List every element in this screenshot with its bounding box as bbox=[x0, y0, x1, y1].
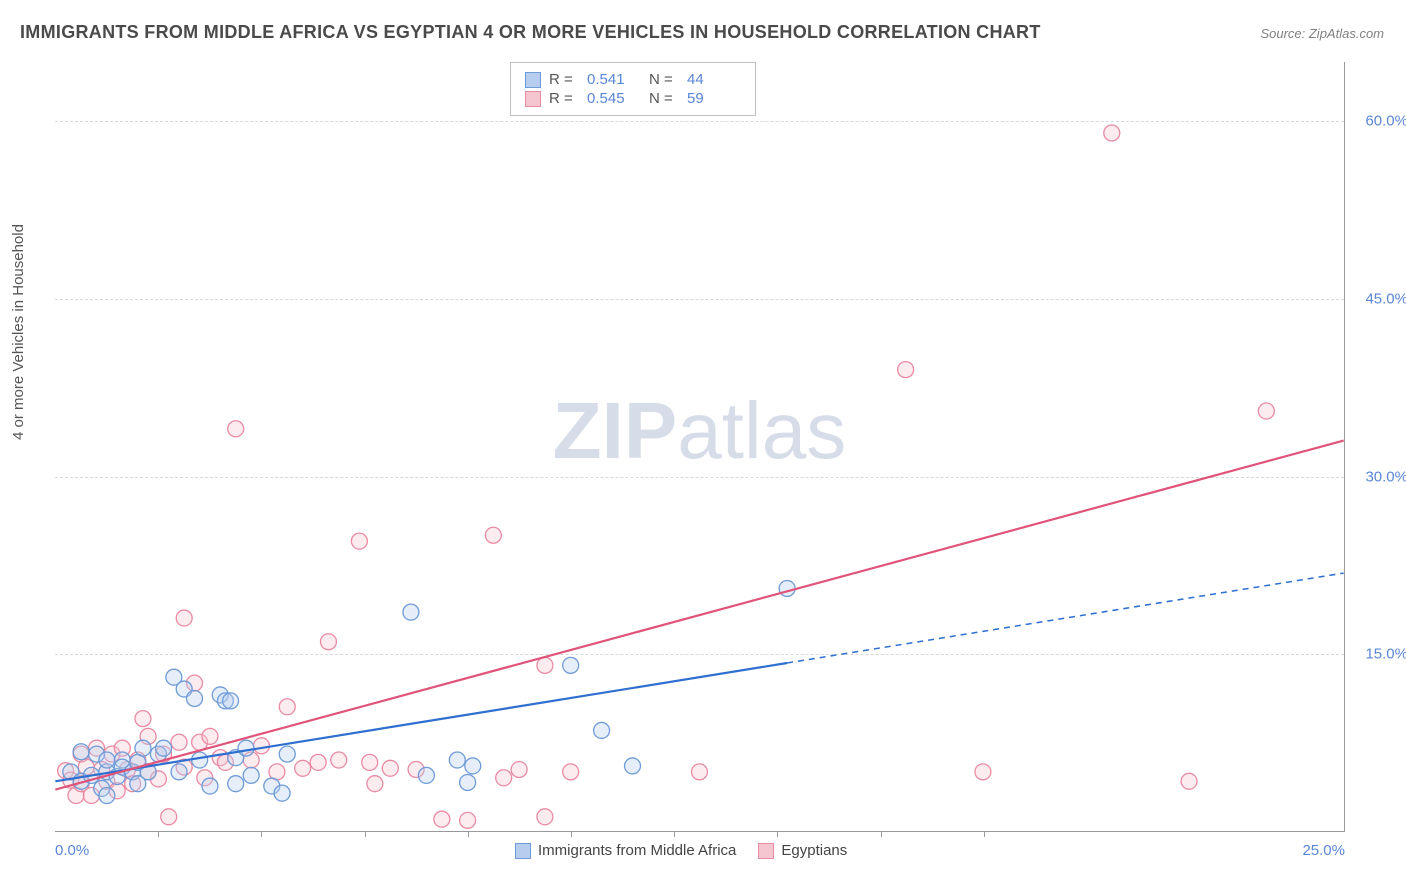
scatter-point bbox=[898, 362, 914, 378]
y-axis-title: 4 or more Vehicles in Household bbox=[10, 224, 27, 440]
scatter-point bbox=[418, 767, 434, 783]
legend-bottom: Immigrants from Middle Africa Egyptians bbox=[515, 842, 847, 859]
source-attribution: Source: ZipAtlas.com bbox=[1260, 26, 1384, 41]
scatter-point bbox=[537, 657, 553, 673]
x-minor-tick bbox=[881, 831, 882, 837]
x-minor-tick bbox=[261, 831, 262, 837]
legend-swatch-1 bbox=[525, 91, 541, 107]
legend-n-value-0: 44 bbox=[687, 71, 741, 88]
scatter-point bbox=[73, 744, 89, 760]
scatter-point bbox=[161, 809, 177, 825]
scatter-point bbox=[135, 740, 151, 756]
scatter-point bbox=[192, 752, 208, 768]
legend-r-value-1: 0.545 bbox=[587, 90, 641, 107]
scatter-point bbox=[465, 758, 481, 774]
scatter-point bbox=[176, 610, 192, 626]
legend-r-label-1: R = bbox=[549, 90, 579, 107]
scatter-point bbox=[156, 740, 172, 756]
y-tick-label: 60.0% bbox=[1365, 113, 1406, 130]
scatter-point bbox=[382, 760, 398, 776]
scatter-point bbox=[779, 580, 795, 596]
y-tick-label: 30.0% bbox=[1365, 468, 1406, 485]
x-minor-tick bbox=[984, 831, 985, 837]
legend-top-row-1: R = 0.545 N = 59 bbox=[525, 90, 741, 107]
x-minor-tick bbox=[674, 831, 675, 837]
scatter-point bbox=[625, 758, 641, 774]
scatter-point bbox=[1181, 773, 1197, 789]
scatter-point bbox=[279, 746, 295, 762]
scatter-point bbox=[331, 752, 347, 768]
scatter-point bbox=[975, 764, 991, 780]
scatter-point bbox=[367, 776, 383, 792]
scatter-point bbox=[186, 691, 202, 707]
scatter-point bbox=[449, 752, 465, 768]
x-minor-tick bbox=[571, 831, 572, 837]
plot-area: ZIPatlas R = 0.541 N = 44 R = 0.545 N = … bbox=[55, 62, 1345, 832]
chart-svg-overlay bbox=[55, 62, 1344, 831]
scatter-point bbox=[171, 764, 187, 780]
x-minor-tick bbox=[468, 831, 469, 837]
scatter-point bbox=[320, 634, 336, 650]
scatter-point bbox=[228, 421, 244, 437]
scatter-point bbox=[310, 754, 326, 770]
scatter-point bbox=[238, 740, 254, 756]
x-minor-tick bbox=[365, 831, 366, 837]
scatter-point bbox=[99, 752, 115, 768]
legend-r-label-0: R = bbox=[549, 71, 579, 88]
scatter-point bbox=[496, 770, 512, 786]
scatter-point bbox=[295, 760, 311, 776]
scatter-point bbox=[511, 761, 527, 777]
legend-top-row-0: R = 0.541 N = 44 bbox=[525, 71, 741, 88]
scatter-point bbox=[594, 722, 610, 738]
scatter-point bbox=[537, 809, 553, 825]
regression-line-dashed bbox=[787, 573, 1344, 663]
scatter-point bbox=[563, 657, 579, 673]
legend-bottom-swatch-0 bbox=[515, 843, 531, 859]
legend-bottom-item-1: Egyptians bbox=[758, 842, 847, 859]
legend-bottom-swatch-1 bbox=[758, 843, 774, 859]
scatter-point bbox=[460, 812, 476, 828]
y-tick-label: 15.0% bbox=[1365, 646, 1406, 663]
scatter-point bbox=[202, 778, 218, 794]
scatter-point bbox=[485, 527, 501, 543]
chart-title: IMMIGRANTS FROM MIDDLE AFRICA VS EGYPTIA… bbox=[20, 22, 1041, 43]
scatter-point bbox=[692, 764, 708, 780]
scatter-point bbox=[171, 734, 187, 750]
x-tick-label: 25.0% bbox=[1302, 842, 1345, 859]
scatter-point bbox=[563, 764, 579, 780]
scatter-point bbox=[253, 738, 269, 754]
legend-bottom-label-1: Egyptians bbox=[781, 842, 847, 859]
legend-n-label-1: N = bbox=[649, 90, 679, 107]
scatter-point bbox=[223, 693, 239, 709]
legend-n-label-0: N = bbox=[649, 71, 679, 88]
legend-bottom-label-0: Immigrants from Middle Africa bbox=[538, 842, 736, 859]
scatter-point bbox=[202, 728, 218, 744]
scatter-point bbox=[243, 767, 259, 783]
x-minor-tick bbox=[777, 831, 778, 837]
y-tick-label: 45.0% bbox=[1365, 290, 1406, 307]
scatter-point bbox=[434, 811, 450, 827]
scatter-point bbox=[362, 754, 378, 770]
x-tick-label: 0.0% bbox=[55, 842, 89, 859]
legend-top: R = 0.541 N = 44 R = 0.545 N = 59 bbox=[510, 62, 756, 116]
x-minor-tick bbox=[158, 831, 159, 837]
scatter-point bbox=[274, 785, 290, 801]
scatter-point bbox=[351, 533, 367, 549]
regression-line-solid bbox=[55, 441, 1343, 790]
scatter-point bbox=[403, 604, 419, 620]
legend-r-value-0: 0.541 bbox=[587, 71, 641, 88]
scatter-point bbox=[279, 699, 295, 715]
scatter-point bbox=[135, 711, 151, 727]
legend-bottom-item-0: Immigrants from Middle Africa bbox=[515, 842, 736, 859]
legend-n-value-1: 59 bbox=[687, 90, 741, 107]
scatter-point bbox=[460, 775, 476, 791]
scatter-point bbox=[1258, 403, 1274, 419]
scatter-point bbox=[99, 788, 115, 804]
legend-swatch-0 bbox=[525, 72, 541, 88]
scatter-point bbox=[1104, 125, 1120, 141]
scatter-point bbox=[228, 776, 244, 792]
